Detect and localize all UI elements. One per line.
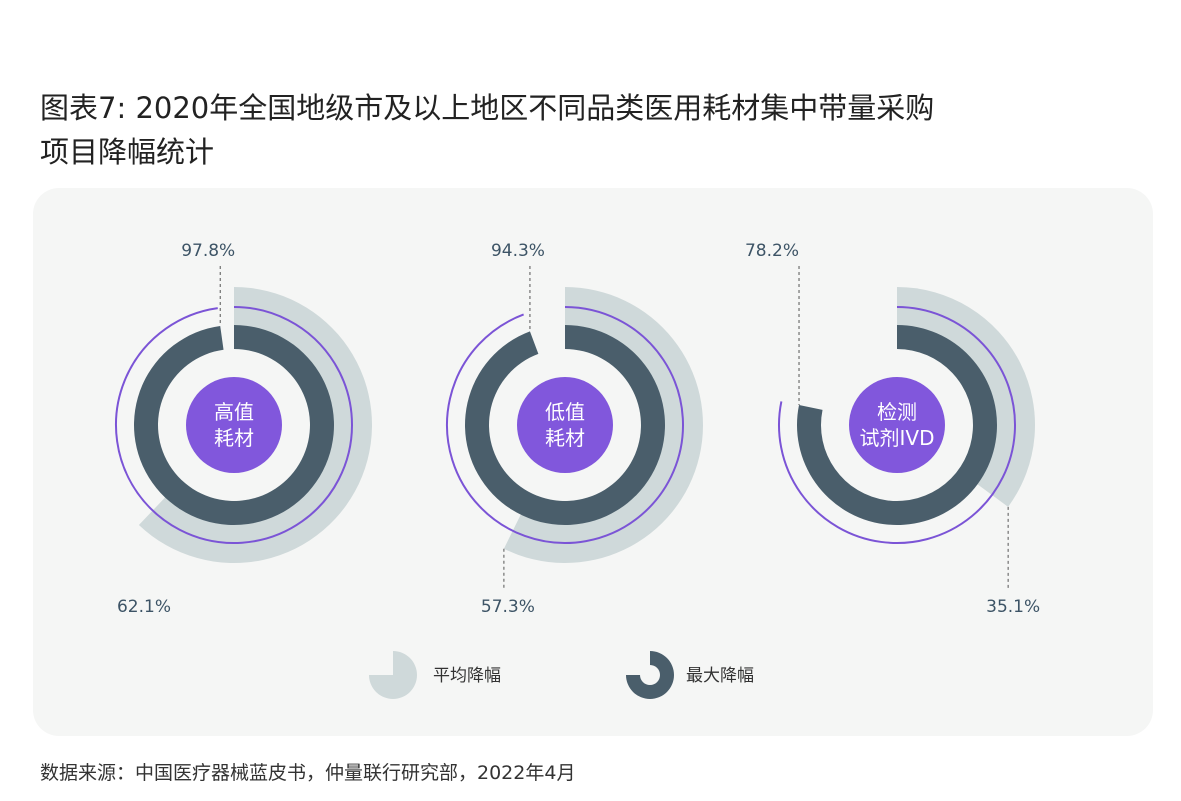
center-disk — [849, 377, 945, 473]
center-label-line: 耗材 — [545, 426, 585, 450]
center-label-line: 高值 — [214, 400, 254, 424]
avg-drop-label: 57.3% — [481, 597, 535, 617]
legend-label-average: 平均降幅 — [433, 666, 501, 686]
avg-drop-label: 35.1% — [986, 597, 1040, 617]
center-label-line: 试剂IVD — [860, 426, 935, 450]
avg-drop-label: 62.1% — [117, 597, 171, 617]
center-disk — [517, 377, 613, 473]
chart-title-line-2: 项目降幅统计 — [40, 135, 215, 169]
chart-title-line-1: 图表7: 2020年全国地级市及以上地区不同品类医用耗材集中带量采购 — [40, 91, 935, 125]
max-drop-label: 78.2% — [745, 241, 799, 261]
max-drop-outline-arc — [778, 306, 1016, 544]
max-drop-label: 94.3% — [491, 241, 545, 261]
data-source: 数据来源：中国医疗器械蓝皮书，仲量联行研究部，2022年4月 — [40, 762, 576, 784]
max-drop-outline-arc — [446, 306, 684, 544]
quarter-pie-icon — [369, 651, 417, 699]
legend: 平均降幅 最大降幅 — [369, 651, 754, 699]
center-label-line: 检测 — [877, 400, 917, 424]
legend-label-max: 最大降幅 — [686, 666, 754, 686]
max-drop-outline-arc — [115, 306, 353, 544]
chart-title: 图表7: 2020年全国地级市及以上地区不同品类医用耗材集中带量采购 项目降幅统… — [40, 86, 1120, 174]
center-label-line: 低值 — [545, 400, 585, 424]
center-disk — [186, 377, 282, 473]
max-drop-label: 97.8% — [181, 241, 235, 261]
center-label-line: 耗材 — [214, 426, 254, 450]
ring-arc-icon — [626, 651, 674, 699]
